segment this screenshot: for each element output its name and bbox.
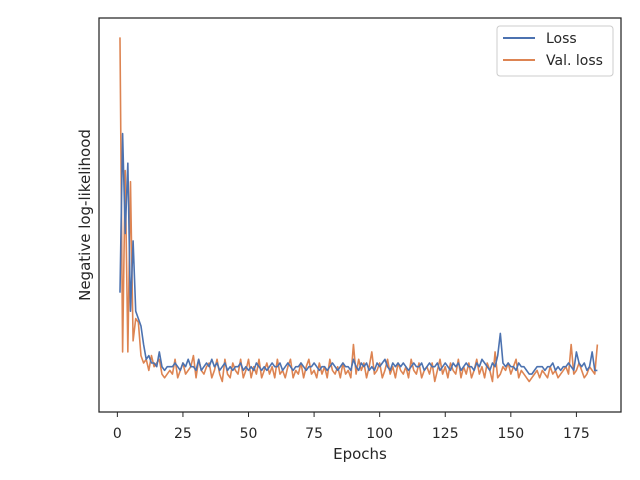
x-tick-label-75: 75 — [305, 426, 323, 442]
x-tick-label-25: 25 — [174, 426, 192, 442]
x-tick-label-100: 100 — [366, 426, 393, 442]
x-tick-label-0: 0 — [113, 426, 122, 442]
x-tick-label-50: 50 — [240, 426, 258, 442]
x-tick-label-150: 150 — [497, 426, 524, 442]
legend: Loss Val. loss — [496, 25, 614, 77]
series-line-loss — [119, 132, 598, 375]
plot-frame — [98, 17, 622, 413]
plot-background — [99, 18, 621, 412]
x-tick-label-175: 175 — [563, 426, 590, 442]
x-axis-label: Epochs — [333, 445, 387, 463]
legend-label-val-loss: Val. loss — [546, 53, 603, 69]
x-tick-label-125: 125 — [432, 426, 459, 442]
x-axis-ticks: 0 25 50 75 100 125 150 175 — [113, 412, 590, 442]
series-layer — [119, 37, 599, 383]
legend-label-loss: Loss — [546, 31, 577, 47]
y-axis-label: Negative log-likelihood — [76, 129, 94, 301]
